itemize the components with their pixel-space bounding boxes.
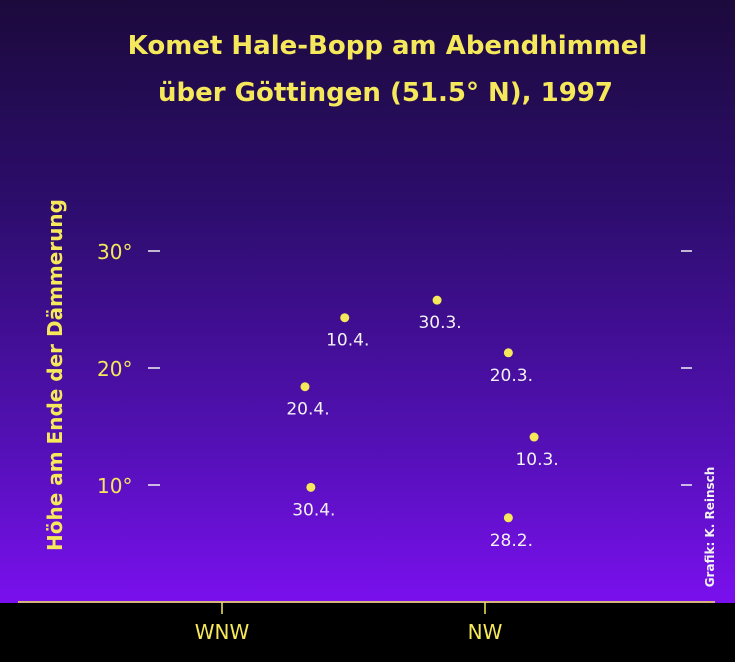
ground-area: [0, 603, 735, 662]
y-tick-label: 10°: [97, 474, 132, 498]
comet-date-label: 10.3.: [515, 450, 558, 470]
comet-position-point: [306, 482, 316, 492]
comet-date-label: 20.3.: [490, 366, 533, 386]
y-axis: 10° 20° 30°: [97, 240, 692, 498]
evening-sky-background: [0, 0, 735, 603]
y-tick-label: 30°: [97, 240, 132, 264]
x-axis: WNW NW: [195, 602, 503, 644]
comet-position-point: [529, 432, 539, 442]
comet-date-label: 20.4.: [286, 400, 329, 420]
chart-subtitle: über Göttingen (51.5° N), 1997: [158, 78, 613, 108]
comet-positions: 28.2. 10.3. 20.3. 30.3. 10.4. 20.4. 30.4.: [286, 295, 559, 551]
chart-title: Komet Hale-Bopp am Abendhimmel: [127, 31, 648, 61]
y-tick-label: 20°: [97, 357, 132, 381]
comet-date-label: 30.4.: [292, 500, 335, 520]
comet-position-point: [432, 295, 442, 305]
comet-date-label: 28.2.: [490, 531, 533, 551]
comet-date-label: 30.3.: [418, 313, 461, 333]
comet-position-point: [340, 313, 350, 323]
comet-position-point: [503, 513, 513, 523]
comet-date-label: 10.4.: [326, 331, 369, 351]
x-tick-label: NW: [468, 620, 503, 644]
comet-position-point: [503, 348, 513, 358]
comet-position-point: [300, 382, 310, 392]
x-tick-label: WNW: [195, 620, 250, 644]
